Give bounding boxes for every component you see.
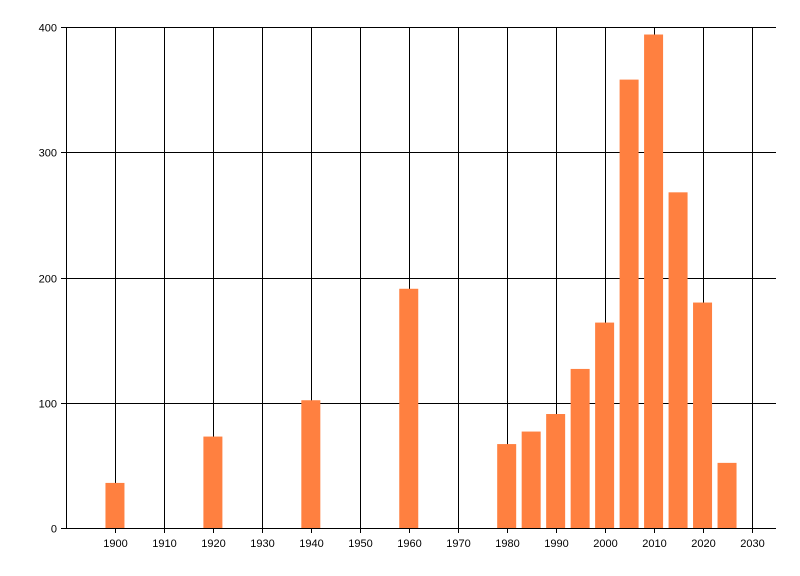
bar-1940 — [301, 400, 321, 528]
x-tick-label-1980: 1980 — [495, 538, 519, 550]
x-tick-label-1990: 1990 — [544, 538, 568, 550]
x-tick-label-2000: 2000 — [593, 538, 617, 550]
bar-1985 — [521, 431, 541, 528]
bar-2025 — [717, 462, 737, 528]
x-tick-label-1970: 1970 — [446, 538, 470, 550]
bar-1920 — [203, 436, 223, 528]
tick-labels: 0 100 200 300 400 1900 1910 1920 1930 1940 1950 196… — [39, 23, 765, 551]
y-tick-label-300: 300 — [39, 148, 57, 160]
x-tick-label-1950: 1950 — [348, 538, 372, 550]
x-tick-label-2020: 2020 — [691, 538, 715, 550]
bars — [105, 34, 737, 528]
y-tick-label-400: 400 — [39, 23, 57, 35]
y-tick-label-100: 100 — [39, 399, 57, 411]
bar-2005 — [619, 79, 639, 528]
bar-1995 — [570, 368, 590, 528]
x-tick-label-2030: 2030 — [740, 538, 764, 550]
y-tick-label-0: 0 — [51, 524, 57, 536]
x-tick-label-1920: 1920 — [201, 538, 225, 550]
y-tick-label-200: 200 — [39, 274, 57, 286]
bar-2000 — [595, 322, 615, 528]
x-tick-label-1940: 1940 — [299, 538, 323, 550]
bar-1960 — [399, 288, 419, 528]
bar-2010 — [644, 34, 664, 528]
x-tick-label-1930: 1930 — [250, 538, 274, 550]
x-tick-label-1900: 1900 — [103, 538, 127, 550]
x-tick-label-1960: 1960 — [397, 538, 421, 550]
bar-1900 — [105, 482, 125, 528]
bar-2020 — [693, 302, 713, 528]
bar-1990 — [546, 414, 566, 528]
bar-1980 — [497, 444, 517, 528]
bar-2015 — [668, 192, 688, 528]
axes — [61, 27, 776, 533]
x-tick-label-1910: 1910 — [152, 538, 176, 550]
x-tick-label-2010: 2010 — [642, 538, 666, 550]
